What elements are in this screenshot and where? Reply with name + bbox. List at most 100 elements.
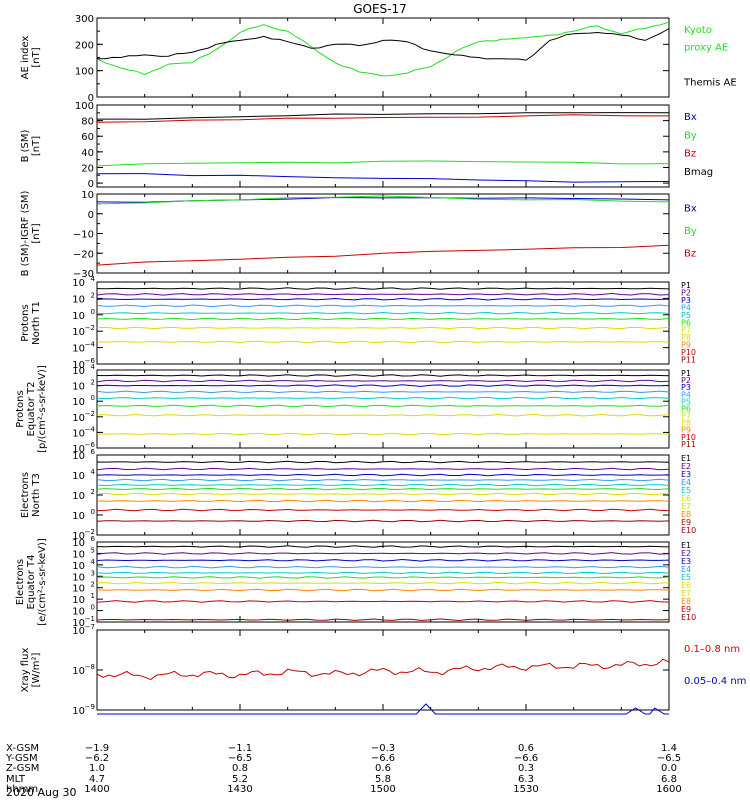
legend-e3-4: E5 (681, 486, 691, 495)
legend-ae-3: Themis AE (683, 77, 737, 88)
ytick-label-p2: 10 (72, 366, 85, 377)
ylabel-bigrf: B (SM)-IGRF (SM) (20, 191, 31, 277)
ytick-label-ae: 0 (88, 93, 94, 104)
series-line-p1-1 (96, 292, 670, 296)
legend-e4-2: E3 (681, 557, 691, 566)
xaxis-tick-value: 0.6 (518, 743, 534, 754)
legend-p1-4: P5 (681, 311, 691, 320)
ytick-label-bigrf: 0 (88, 210, 94, 221)
legend-p2-8: P9 (681, 426, 691, 435)
ylabel-ae: AE index (20, 36, 31, 80)
legend-e4-0: E1 (681, 541, 691, 550)
legend-p1-2: P3 (681, 296, 691, 305)
series-line-e3-3 (96, 478, 670, 482)
series-line-e4-0 (96, 545, 670, 548)
series-line-e3-0 (96, 460, 670, 464)
ytick-label-bigrf: 10 (81, 190, 94, 201)
xaxis-tick-value: 1430 (227, 784, 252, 795)
xaxis-tick-value: 6.3 (518, 774, 534, 785)
ytick-exp-p1: 4 (91, 275, 96, 283)
xaxis-row-label: MLT (6, 774, 26, 785)
series-line-ae-0 (96, 21, 670, 77)
series-line-ae-1 (96, 28, 670, 61)
legend-p1-1: P2 (681, 288, 691, 297)
legend-e4-5: E6 (681, 581, 691, 590)
ytick-exp-e3: −2 (85, 528, 95, 536)
legend-p2-5: P6 (681, 404, 691, 413)
xaxis-tick-value: −6.2 (85, 753, 109, 764)
panel-frame-xray (96, 629, 670, 711)
series-line-p2-2 (96, 384, 670, 387)
legend-p1-3: P4 (681, 303, 691, 312)
series-line-bsm-1 (96, 114, 670, 123)
panel-frame-ae (96, 17, 670, 98)
legend-p2-9: P10 (681, 433, 696, 442)
legend-e3-7: E8 (681, 510, 691, 519)
ylabel-p1: North T1 (31, 301, 42, 345)
legend-xray-1: 0.05–0.4 nm (684, 676, 746, 687)
legend-p2-4: P5 (681, 397, 691, 406)
legend-bsm-1: By (684, 130, 697, 141)
ylabel-bsm: [nT] (31, 136, 42, 156)
ytick-exp-p1: −2 (85, 324, 95, 332)
series-line-p2-7 (96, 432, 670, 436)
series-line-e3-8 (96, 508, 670, 512)
ytick-label-xray: 10 (72, 626, 85, 637)
series-line-p1-5 (96, 317, 670, 321)
ylabel-p2: Protons (15, 390, 26, 427)
ytick-label-e4: 10 (72, 584, 85, 595)
ytick-label-p2: 10 (72, 444, 85, 455)
series-line-p1-3 (96, 304, 670, 308)
series-line-bsm-2 (96, 160, 670, 167)
ytick-exp-e4: 2 (91, 581, 95, 589)
ytick-exp-e3: 4 (91, 468, 96, 476)
ytick-label-bsm: 40 (81, 148, 94, 159)
legend-bsm-0: Bx (684, 112, 697, 123)
legend-bigrf-1: By (684, 226, 697, 237)
ytick-label-e3: 10 (72, 471, 85, 482)
series-line-p1-2 (96, 297, 670, 301)
ytick-exp-p2: −6 (85, 441, 96, 449)
ytick-exp-e4: −1 (85, 615, 95, 623)
ytick-exp-e3: 2 (91, 488, 95, 496)
legend-e4-4: E5 (681, 573, 691, 582)
ytick-label-p2: 10 (72, 428, 85, 439)
series-line-e4-7 (96, 588, 670, 592)
ytick-label-e3: 10 (72, 511, 85, 522)
legend-p2-6: P7 (681, 412, 691, 421)
xaxis-tick-value: 0.3 (518, 763, 534, 774)
ylabel-p2: Equator T2 (26, 382, 37, 437)
legend-e3-1: E2 (681, 462, 691, 471)
ytick-exp-e4: 6 (91, 535, 96, 543)
xaxis-tick-value: 1530 (513, 784, 538, 795)
legend-p1-9: P10 (681, 348, 696, 357)
ytick-label-e4: 10 (72, 595, 85, 606)
legend-e4-6: E7 (681, 589, 691, 598)
series-line-e4-5 (96, 576, 670, 579)
ytick-exp-e4: 5 (91, 546, 95, 554)
xaxis-tick-value: 1.4 (661, 743, 677, 754)
legend-e3-9: E10 (681, 526, 696, 535)
ytick-label-bsm: 100 (75, 101, 94, 112)
xaxis-tick-value: 5.2 (232, 774, 248, 785)
series-line-e4-3 (96, 565, 670, 569)
ytick-exp-xray: −7 (85, 623, 95, 631)
legend-p1-0: P1 (681, 281, 691, 290)
ytick-label-e3: 10 (72, 531, 85, 542)
series-line-p2-5 (96, 404, 670, 408)
legend-bsm-2: Bz (684, 149, 696, 160)
ylabel-e4: Equator T4 (26, 555, 37, 610)
ytick-label-e4: 10 (72, 572, 85, 583)
legend-p2-7: P8 (681, 419, 691, 428)
ytick-label-bigrf: −10 (73, 230, 94, 241)
ytick-exp-p2: 4 (91, 363, 96, 371)
series-line-e4-8 (96, 600, 670, 603)
ytick-exp-p2: −4 (85, 425, 96, 433)
ytick-label-e3: 10 (72, 451, 85, 462)
series-line-e3-9 (96, 519, 670, 523)
legend-bsm-3: Bmag (684, 167, 713, 178)
ytick-label-ae: 100 (75, 67, 94, 78)
ylabel-bsm: B (SM) (20, 129, 31, 162)
panel-frame-e4 (96, 541, 670, 623)
